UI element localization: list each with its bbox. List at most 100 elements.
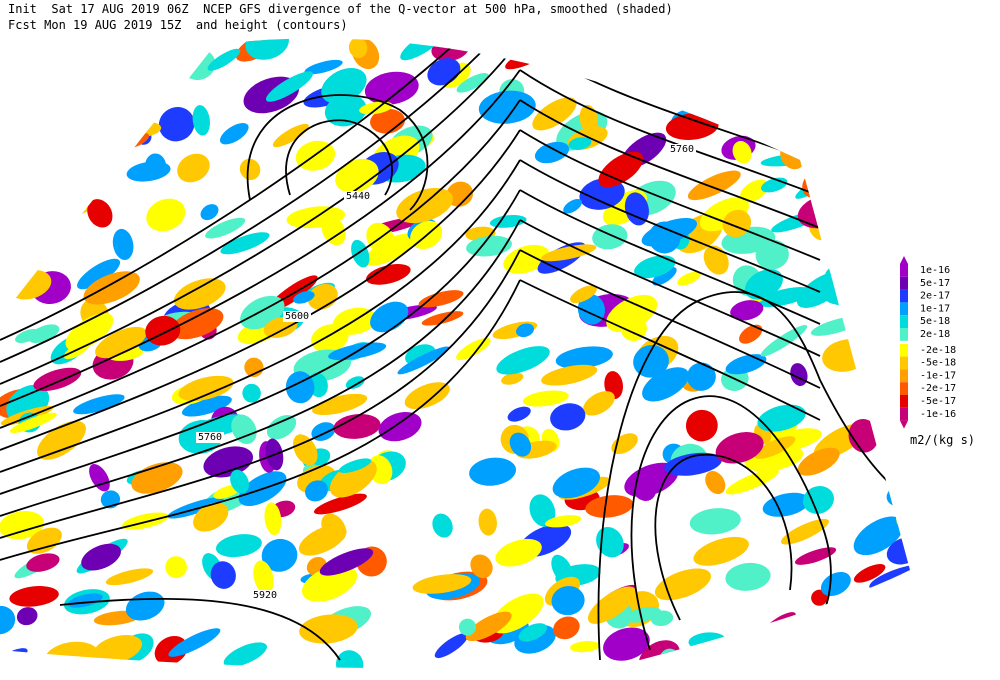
colorbar-swatch	[900, 382, 908, 395]
shade-blob	[686, 362, 716, 391]
shade-blob	[28, 324, 60, 344]
colorbar-swatch	[900, 369, 908, 383]
shade-blob	[541, 244, 597, 262]
colorbar-label: -5e-17	[920, 396, 956, 407]
shade-blob	[550, 403, 586, 431]
shade-blob	[853, 516, 904, 556]
shade-blob	[531, 38, 580, 65]
shade-blob	[774, 124, 800, 148]
shade-blob	[886, 476, 910, 509]
shade-blob	[705, 471, 726, 495]
shade-blob	[505, 44, 553, 70]
shade-blob	[820, 571, 851, 597]
colorbar-label: 5e-18	[920, 316, 950, 327]
header-line: Fcst Mon 19 AUG 2019 15Z and height (con…	[8, 18, 348, 32]
shade-blob	[219, 123, 249, 145]
shade-blob	[0, 55, 52, 73]
height-contour	[59, 597, 341, 661]
shade-blob	[73, 142, 96, 165]
shade-blob	[404, 382, 450, 410]
shade-blob	[808, 64, 858, 83]
shade-blob	[412, 574, 472, 594]
shade-blob	[470, 554, 493, 579]
contour-label-bg	[668, 144, 696, 155]
shade-blob	[146, 198, 186, 232]
shade-blob	[293, 291, 315, 304]
colorbar-swatch	[900, 289, 908, 303]
shade-blob	[867, 89, 907, 118]
shade-blob	[231, 414, 257, 445]
shade-blob	[802, 162, 845, 199]
shade-blob	[89, 464, 110, 492]
shade-blob	[44, 641, 99, 669]
shade-blob	[620, 38, 644, 54]
shade-blob	[563, 198, 582, 214]
shade-blob	[264, 502, 282, 536]
shade-blob	[14, 107, 54, 144]
shade-blob	[739, 62, 760, 81]
shade-blob	[819, 38, 869, 60]
shade-blob	[732, 141, 752, 164]
shade-blob	[580, 45, 626, 74]
shade-blob	[664, 452, 722, 476]
shade-blob	[857, 611, 910, 633]
colorbar-swatch	[900, 328, 908, 341]
shade-blob	[677, 271, 701, 286]
shade-blob	[333, 413, 381, 439]
height-contour	[0, 219, 821, 517]
shade-blob	[739, 324, 763, 344]
shade-blob	[65, 313, 114, 351]
shade-blob	[665, 113, 719, 140]
shade-blob	[570, 641, 600, 653]
shade-blob	[587, 586, 637, 624]
contour-label: 5440	[346, 191, 370, 202]
shade-blob	[301, 565, 358, 602]
colorbar-label: 2e-18	[920, 329, 950, 340]
shade-blob	[685, 409, 718, 442]
shade-blob	[458, 618, 477, 636]
shade-blob	[551, 586, 585, 616]
shade-blob	[501, 372, 524, 385]
shade-blob	[606, 44, 623, 59]
shade-blob	[781, 518, 829, 545]
shade-blob	[272, 123, 309, 148]
shade-blob	[703, 245, 729, 275]
shade-blob	[754, 436, 796, 459]
shade-blob	[33, 367, 82, 392]
shade-blob	[193, 502, 229, 532]
contour-label: 5920	[253, 590, 277, 601]
shade-blob	[760, 325, 808, 357]
shade-blob	[0, 106, 14, 128]
shade-blob	[446, 181, 474, 207]
shade-blob	[534, 141, 570, 164]
shade-blob	[857, 640, 905, 669]
shade-blob	[83, 271, 140, 305]
colorbar-swatch	[900, 356, 908, 370]
shade-blob	[336, 650, 364, 669]
shade-blob	[865, 635, 910, 665]
shade-blob	[755, 239, 789, 270]
shade-blob	[215, 534, 262, 558]
contour-label-bg	[196, 432, 224, 443]
shade-blob	[739, 92, 760, 109]
shade-blob	[95, 105, 117, 122]
shade-blob	[707, 62, 732, 96]
contour-label: 5600	[285, 311, 309, 322]
shade-blob	[478, 90, 536, 124]
shade-blob	[570, 285, 597, 304]
colorbar-label: 1e-17	[920, 303, 950, 314]
shade-blob	[545, 515, 582, 528]
shade-blob	[178, 375, 234, 401]
shade-blob	[351, 239, 370, 268]
shade-blob	[725, 468, 779, 495]
shade-blob	[598, 151, 644, 188]
shade-blob	[329, 459, 377, 498]
shade-blob	[693, 536, 749, 566]
shade-blob	[6, 196, 49, 211]
shade-blob	[604, 56, 650, 81]
shade-blob	[652, 266, 677, 286]
height-contour	[0, 159, 821, 473]
shade-blob	[105, 568, 154, 586]
shade-blob	[43, 190, 80, 225]
